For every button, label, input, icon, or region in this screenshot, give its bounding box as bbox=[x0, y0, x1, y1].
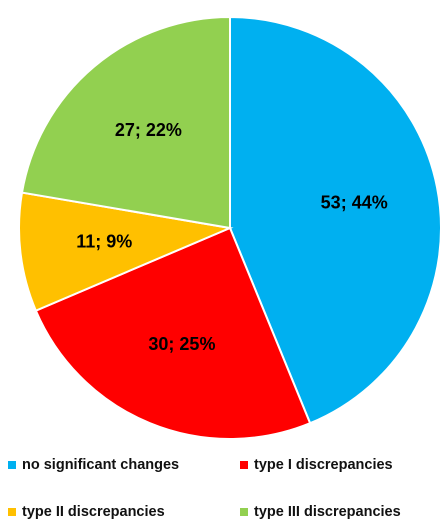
legend-swatch bbox=[240, 461, 248, 469]
legend-label: type III discrepancies bbox=[254, 504, 401, 520]
value-label: 27; 22% bbox=[115, 120, 182, 140]
pie-slice bbox=[229, 15, 442, 425]
value-label: 53; 44% bbox=[321, 192, 388, 212]
legend-swatch bbox=[8, 461, 16, 469]
legend-swatch bbox=[240, 508, 248, 516]
value-label: 11; 9% bbox=[76, 232, 132, 252]
pie-slice bbox=[18, 191, 234, 312]
pie-slice bbox=[34, 226, 312, 440]
value-label: 30; 25% bbox=[148, 334, 215, 354]
legend-label: no significant changes bbox=[22, 457, 179, 473]
pie-slice bbox=[20, 15, 231, 230]
legend-swatch bbox=[8, 508, 16, 516]
legend-label: type II discrepancies bbox=[22, 504, 165, 520]
legend-label: type I discrepancies bbox=[254, 457, 393, 473]
